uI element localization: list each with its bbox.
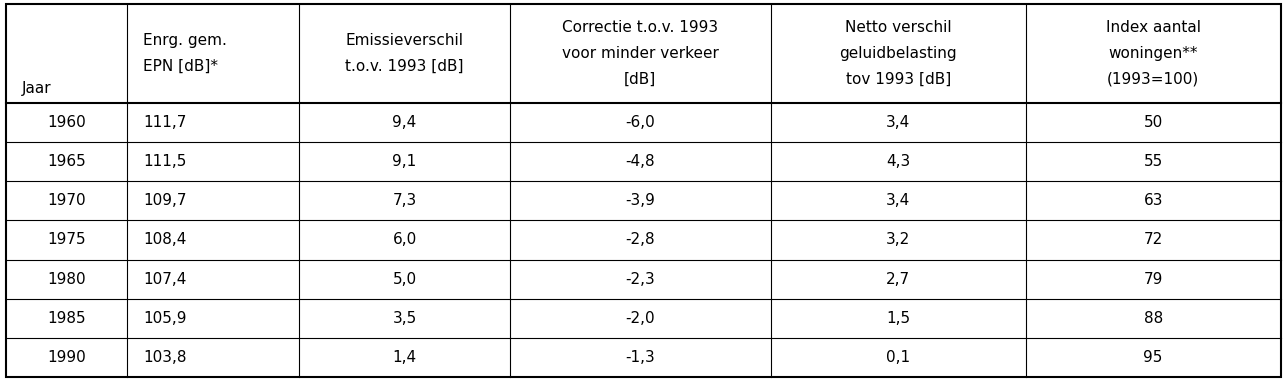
Text: 1970: 1970 [48,193,86,208]
Text: 55: 55 [1144,154,1162,169]
Text: 108,4: 108,4 [143,232,187,248]
Text: 111,7: 111,7 [143,115,187,130]
Text: Netto verschil: Netto verschil [846,20,951,35]
Text: 3,2: 3,2 [887,232,910,248]
Text: 6,0: 6,0 [393,232,417,248]
Text: 105,9: 105,9 [143,311,187,326]
Text: 1960: 1960 [48,115,86,130]
Text: -2,0: -2,0 [625,311,655,326]
Text: voor minder verkeer: voor minder verkeer [562,46,718,61]
Text: 2,7: 2,7 [887,272,910,287]
Text: 1990: 1990 [48,350,86,365]
Text: t.o.v. 1993 [dB]: t.o.v. 1993 [dB] [345,59,463,74]
Text: 63: 63 [1143,193,1163,208]
Text: [dB]: [dB] [624,72,656,87]
Text: woningen**: woningen** [1108,46,1198,61]
Text: 103,8: 103,8 [143,350,187,365]
Text: Correctie t.o.v. 1993: Correctie t.o.v. 1993 [562,20,718,35]
Text: 72: 72 [1144,232,1162,248]
Text: EPN [dB]*: EPN [dB]* [143,59,218,74]
Text: geluidbelasting: geluidbelasting [839,46,958,61]
Text: 0,1: 0,1 [887,350,910,365]
Text: 1980: 1980 [48,272,86,287]
Text: Enrg. gem.: Enrg. gem. [143,33,227,48]
Text: 111,5: 111,5 [143,154,187,169]
Text: 1985: 1985 [48,311,86,326]
Text: 1,4: 1,4 [393,350,417,365]
Text: -4,8: -4,8 [625,154,655,169]
Text: 107,4: 107,4 [143,272,187,287]
Text: 3,5: 3,5 [393,311,417,326]
Text: Jaar: Jaar [22,81,51,96]
Text: 3,4: 3,4 [887,115,910,130]
Text: 79: 79 [1143,272,1163,287]
Text: Emissieverschil: Emissieverschil [346,33,463,48]
Text: 88: 88 [1144,311,1162,326]
Text: Index aantal: Index aantal [1106,20,1201,35]
Text: (1993=100): (1993=100) [1107,72,1199,87]
Text: 1965: 1965 [48,154,86,169]
Text: -2,3: -2,3 [625,272,655,287]
Text: 1,5: 1,5 [887,311,910,326]
Text: tov 1993 [dB]: tov 1993 [dB] [846,72,951,87]
Text: 9,1: 9,1 [393,154,417,169]
Text: 50: 50 [1144,115,1162,130]
Text: 4,3: 4,3 [887,154,910,169]
Text: -6,0: -6,0 [625,115,655,130]
Text: -3,9: -3,9 [625,193,655,208]
Text: -2,8: -2,8 [625,232,655,248]
Text: 3,4: 3,4 [887,193,910,208]
Text: 109,7: 109,7 [143,193,187,208]
Text: 7,3: 7,3 [393,193,417,208]
Text: -1,3: -1,3 [625,350,655,365]
Text: 1975: 1975 [48,232,86,248]
Text: 95: 95 [1143,350,1163,365]
Text: 9,4: 9,4 [393,115,417,130]
Text: 5,0: 5,0 [393,272,417,287]
